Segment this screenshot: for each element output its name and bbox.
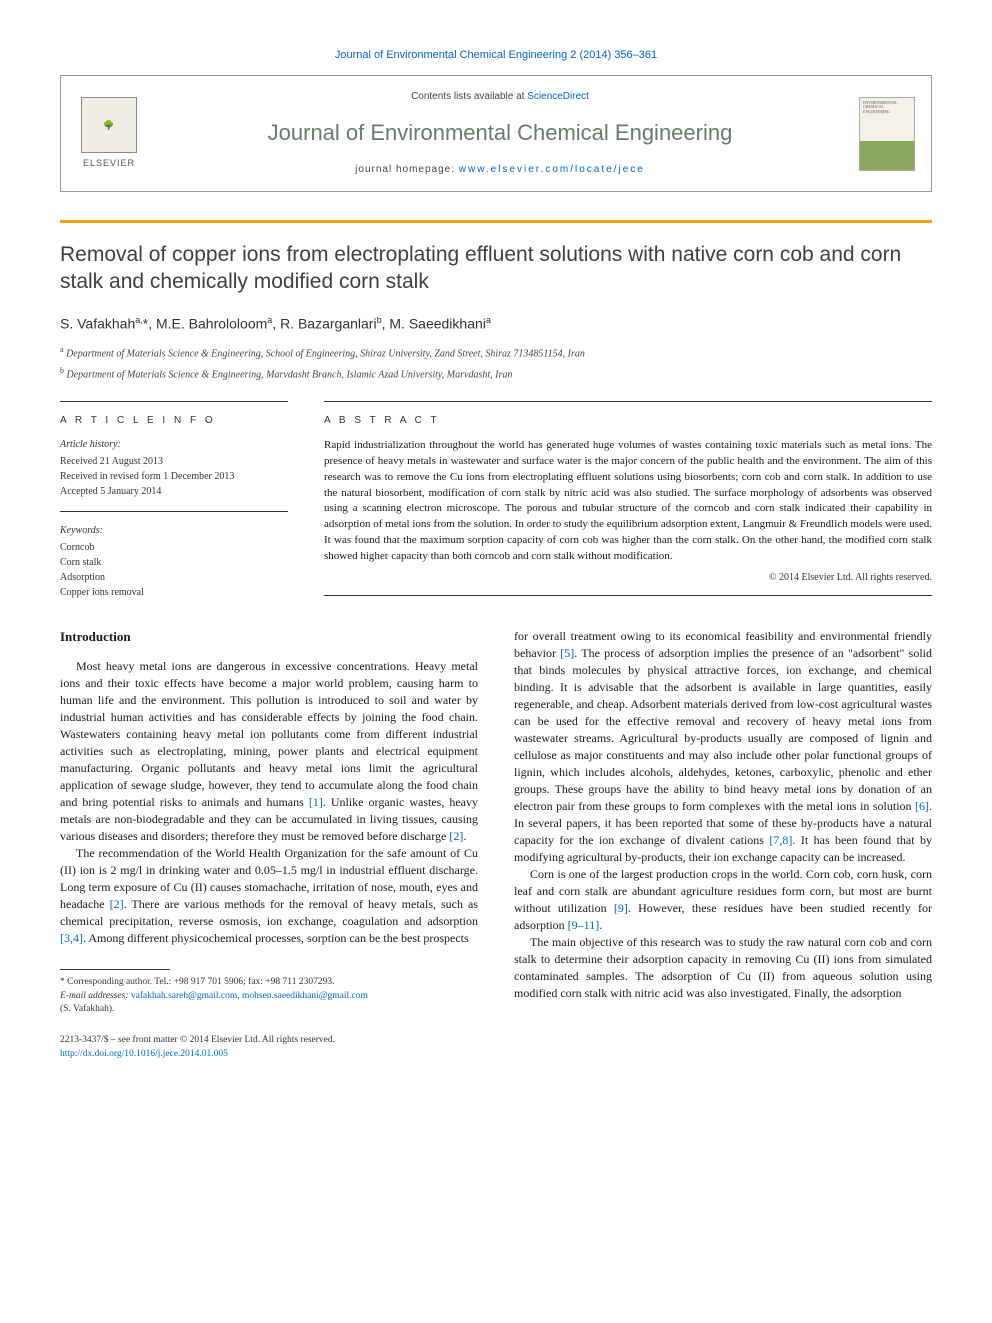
homepage-url[interactable]: www.elsevier.com/locate/jece: [459, 164, 645, 175]
article-title: Removal of copper ions from electroplati…: [60, 241, 932, 296]
info-abstract-row: A R T I C L E I N F O Article history: R…: [60, 401, 932, 600]
sciencedirect-link[interactable]: ScienceDirect: [527, 91, 589, 102]
intro-para-2: The recommendation of the World Health O…: [60, 845, 478, 947]
corr-line: * Corresponding author. Tel.: +98 917 70…: [60, 976, 478, 989]
intro-para-1: Most heavy metal ions are dangerous in e…: [60, 658, 478, 845]
page-root: Journal of Environmental Chemical Engine…: [0, 0, 992, 1101]
affil-sup: a: [60, 345, 64, 354]
affiliation-b: b Department of Materials Science & Engi…: [60, 365, 932, 382]
keyword: Corncob: [60, 540, 288, 555]
citation-line: Journal of Environmental Chemical Engine…: [60, 48, 932, 63]
keyword: Corn stalk: [60, 555, 288, 570]
journal-header: 🌳 ELSEVIER Contents lists available at S…: [60, 75, 932, 192]
email-label: E-mail addresses:: [60, 991, 131, 1001]
body-columns: Introduction Most heavy metal ions are d…: [60, 628, 932, 1061]
affil-text: Department of Materials Science & Engine…: [66, 348, 585, 359]
intro-para-4: Corn is one of the largest production cr…: [514, 866, 932, 934]
contents-prefix: Contents lists available at: [411, 91, 527, 102]
ref-link-5[interactable]: [5]: [560, 646, 574, 660]
elsevier-tree-icon: 🌳: [81, 97, 137, 153]
keyword: Adsorption: [60, 570, 288, 585]
history-revised: Received in revised form 1 December 2013: [60, 469, 288, 484]
email-line: E-mail addresses: vafakhah.sareh@gmail.c…: [60, 990, 478, 1003]
ref-link-2[interactable]: [2]: [449, 829, 463, 843]
history-received: Received 21 August 2013: [60, 454, 288, 469]
email-1[interactable]: vafakhah.sareh@gmail.com: [131, 991, 237, 1001]
article-info-column: A R T I C L E I N F O Article history: R…: [60, 401, 288, 600]
intro-para-3: for overall treatment owing to its econo…: [514, 628, 932, 866]
affil-text: Department of Materials Science & Engine…: [67, 370, 513, 381]
ref-link-78[interactable]: [7,8]: [769, 833, 792, 847]
intro-para-5: The main objective of this research was …: [514, 934, 932, 1002]
history-label: Article history:: [60, 438, 288, 452]
ref-link-2b[interactable]: [2]: [110, 897, 124, 911]
history-block: Article history: Received 21 August 2013…: [60, 438, 288, 512]
history-accepted: Accepted 5 January 2014: [60, 484, 288, 499]
body-column-right: for overall treatment owing to its econo…: [514, 628, 932, 1061]
journal-name: Journal of Environmental Chemical Engine…: [157, 118, 843, 149]
article-info-label: A R T I C L E I N F O: [60, 414, 288, 428]
homepage-prefix: journal homepage:: [355, 164, 459, 175]
ref-link-6[interactable]: [6]: [915, 799, 929, 813]
keyword: Copper ions removal: [60, 585, 288, 600]
body-column-left: Introduction Most heavy metal ions are d…: [60, 628, 478, 1061]
abstract-column: A B S T R A C T Rapid industrialization …: [324, 401, 932, 600]
affil-sup: b: [60, 366, 64, 375]
ref-link-1[interactable]: [1]: [309, 795, 323, 809]
email-2[interactable]: mohsen.saeedikhani@gmail.com: [242, 991, 368, 1001]
issn-line: 2213-3437/$ – see front matter © 2014 El…: [60, 1034, 478, 1047]
header-center: Contents lists available at ScienceDirec…: [157, 90, 843, 177]
ref-link-911[interactable]: [9–11]: [568, 918, 600, 932]
bottom-copyright-block: 2213-3437/$ – see front matter © 2014 El…: [60, 1034, 478, 1061]
affiliation-a: a Department of Materials Science & Engi…: [60, 344, 932, 361]
corr-name: (S. Vafakhah).: [60, 1003, 478, 1016]
introduction-heading: Introduction: [60, 628, 478, 646]
doi-link[interactable]: http://dx.doi.org/10.1016/j.jece.2014.01…: [60, 1049, 228, 1059]
abstract-underline: [324, 595, 932, 596]
elsevier-logo: 🌳 ELSEVIER: [77, 96, 141, 172]
gold-divider: [60, 220, 932, 223]
contents-available: Contents lists available at ScienceDirec…: [157, 90, 843, 104]
abstract-copyright: © 2014 Elsevier Ltd. All rights reserved…: [324, 571, 932, 585]
ref-link-9[interactable]: [9]: [614, 901, 628, 915]
journal-cover-thumb: ENVIRONMENTALCHEMICALENGINEERING: [859, 97, 915, 171]
footnote-rule: [60, 969, 170, 970]
homepage-line: journal homepage: www.elsevier.com/locat…: [157, 163, 843, 177]
abstract-label: A B S T R A C T: [324, 414, 932, 428]
ref-link-34[interactable]: [3,4]: [60, 931, 83, 945]
abstract-text: Rapid industrialization throughout the w…: [324, 438, 932, 566]
authors-list: S. Vafakhaha,*, M.E. Bahrololooma, R. Ba…: [60, 314, 932, 334]
publisher-label: ELSEVIER: [83, 157, 135, 170]
corresponding-author-footnote: * Corresponding author. Tel.: +98 917 70…: [60, 976, 478, 1016]
keywords-label: Keywords:: [60, 524, 288, 538]
keywords-block: Keywords: Corncob Corn stalk Adsorption …: [60, 524, 288, 600]
affiliations-block: a Department of Materials Science & Engi…: [60, 344, 932, 383]
